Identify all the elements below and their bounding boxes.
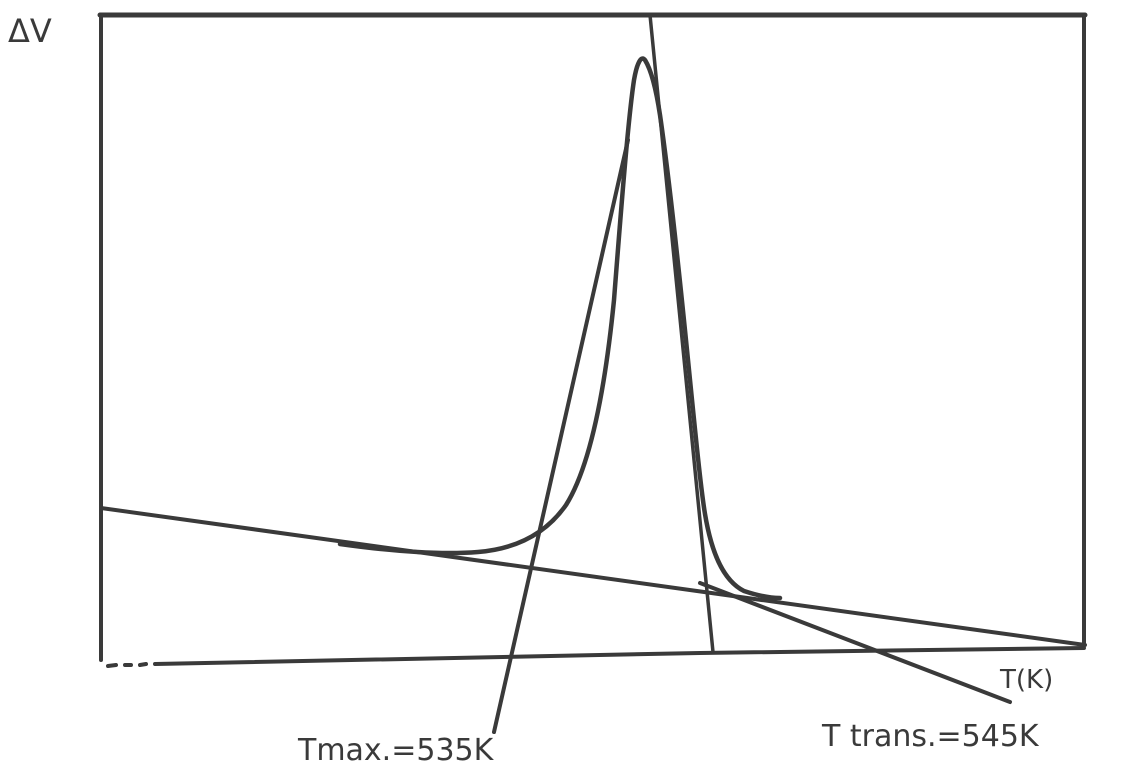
baseline-tangent-line	[99, 506, 1087, 647]
y-axis-label: ΔV	[8, 12, 52, 50]
ttrans-annotation: T trans.=545K	[821, 719, 1040, 754]
x-axis-label: T(K)	[999, 665, 1053, 695]
leading-edge-tangent-line	[492, 138, 630, 734]
plot-frame	[97, 12, 1088, 662]
baseline-curve	[106, 646, 1086, 668]
dsc-curve	[337, 56, 783, 601]
tmax-annotation: Tmax.=535K	[297, 733, 495, 768]
tail-tangent-line	[698, 581, 1012, 704]
